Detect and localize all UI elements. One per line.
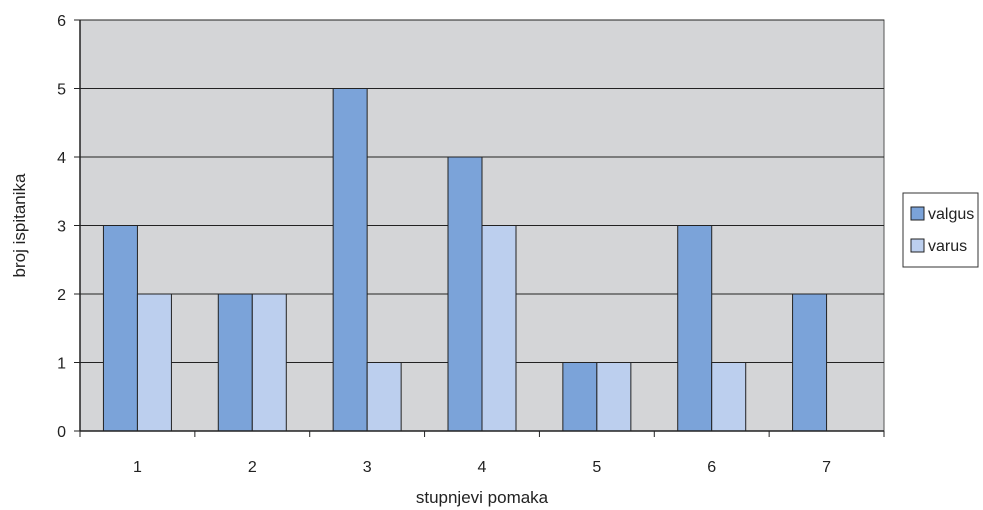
bar-valgus-1 (102, 225, 138, 432)
y-tick-label: 0 (57, 424, 66, 441)
bar-valgus-3 (332, 88, 368, 432)
legend: valgus varus (902, 192, 979, 268)
bar-valgus-5 (562, 362, 598, 432)
bar-varus-3 (366, 362, 402, 432)
legend-label-varus: varus (928, 238, 967, 255)
legend-swatch-varus (910, 238, 925, 253)
bar-varus-4 (481, 225, 517, 432)
x-axis-title: stupnjevi pomaka (416, 488, 549, 507)
y-axis-title: broj ispitanika (10, 173, 29, 277)
bar-valgus-4 (447, 156, 483, 432)
gridlines (80, 19, 884, 363)
bar-varus-6 (711, 362, 747, 432)
bar-valgus-7 (792, 293, 828, 432)
bar-varus-1 (136, 293, 172, 432)
bar-varus-2 (251, 293, 287, 432)
legend-box (902, 192, 979, 268)
y-tick-label: 3 (57, 219, 66, 236)
bar-valgus-6 (677, 225, 713, 432)
y-axis-ticks: 0 1 2 3 4 5 6 (57, 13, 80, 441)
x-tick-label: 2 (248, 459, 257, 476)
bars (102, 88, 828, 432)
y-tick-label: 4 (57, 150, 66, 167)
bar-varus-5 (596, 362, 632, 432)
x-tick-label: 4 (478, 459, 487, 476)
legend-swatch-valgus (910, 206, 925, 221)
y-tick-label: 2 (57, 287, 66, 304)
y-tick-label: 6 (57, 13, 66, 30)
x-tick-label: 6 (707, 459, 716, 476)
y-tick-label: 1 (57, 356, 66, 373)
y-tick-label: 5 (57, 82, 66, 99)
bar-valgus-2 (217, 293, 253, 432)
x-tick-label: 5 (592, 459, 601, 476)
legend-label-valgus: valgus (928, 206, 974, 223)
x-axis-ticks: 1 2 3 4 5 6 7 (79, 431, 885, 476)
x-tick-label: 7 (822, 459, 831, 476)
x-tick-label: 3 (363, 459, 372, 476)
x-tick-label: 1 (133, 459, 142, 476)
